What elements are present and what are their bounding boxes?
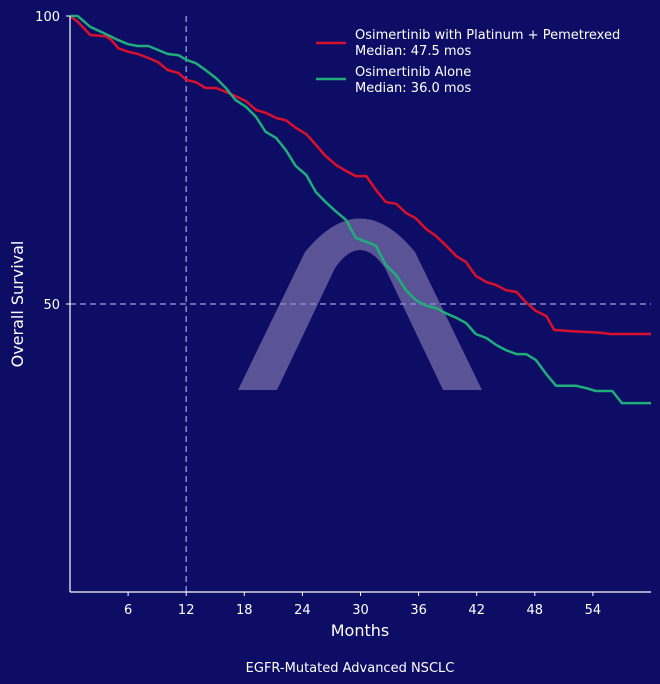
x-tick-label: 18	[236, 603, 253, 618]
series-line-osimertinib-platinum-pemetrexed	[69, 15, 651, 336]
x-tick-label: 54	[585, 603, 602, 618]
legend-label-alone: Osimertinib Alone	[355, 65, 471, 80]
y-axis-label: Overall Survival	[8, 241, 27, 368]
x-tick-label: 36	[410, 603, 427, 618]
y-tick-label: 100	[35, 10, 60, 25]
legend-label-combo: Osimertinib with Platinum + Pemetrexed	[355, 28, 620, 43]
x-tick-label: 6	[124, 603, 132, 618]
x-tick-label: 30	[352, 603, 369, 618]
legend-median-combo: Median: 47.5 mos	[355, 44, 471, 59]
x-tick-label: 12	[178, 603, 195, 618]
x-tick-label: 48	[527, 603, 544, 618]
chart-subtitle: EGFR-Mutated Advanced NSCLC	[246, 661, 455, 676]
legend-median-alone: Median: 36.0 mos	[355, 81, 471, 96]
x-axis-label: Months	[331, 621, 389, 640]
y-tick-label: 50	[43, 298, 60, 313]
legend: Osimertinib with Platinum + Pemetrexed M…	[316, 28, 620, 96]
x-tick-label: 24	[294, 603, 311, 618]
series-line-osimertinib-alone	[70, 14, 651, 405]
x-tick-label: 42	[468, 603, 485, 618]
